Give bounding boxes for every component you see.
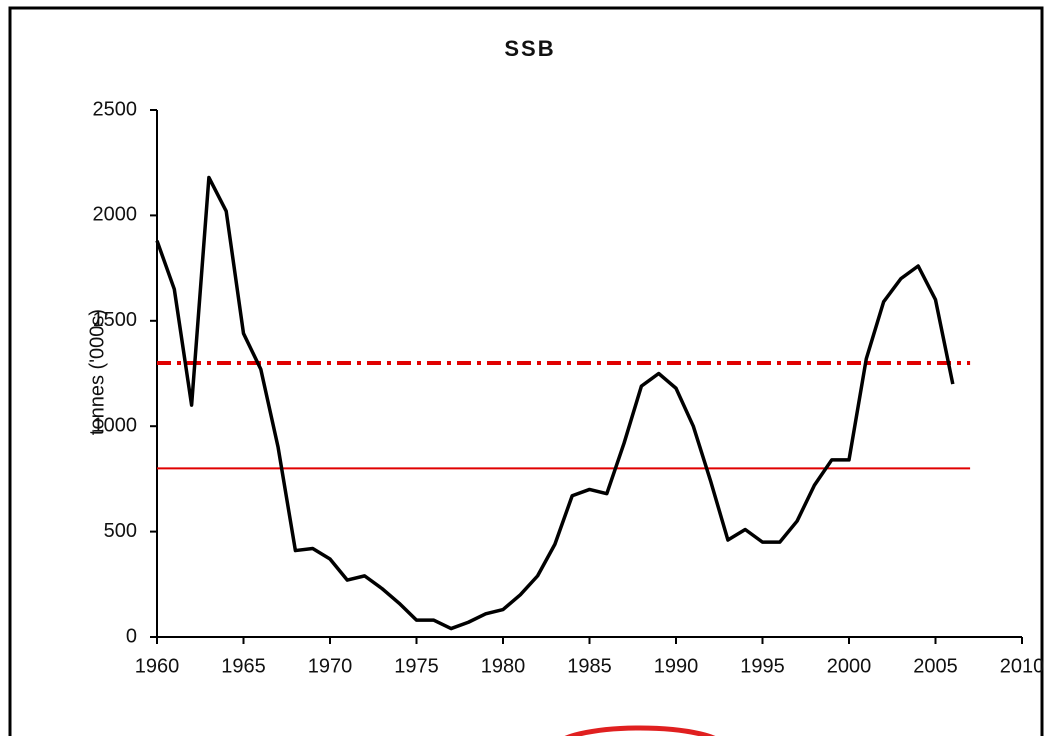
y-tick-label: 2000 xyxy=(93,204,138,226)
x-tick-label: 1980 xyxy=(481,655,526,677)
y-tick-label: 0 xyxy=(126,625,137,647)
x-tick-label: 2000 xyxy=(827,655,872,677)
highlight-ellipse xyxy=(564,725,716,736)
x-tick-label: 1970 xyxy=(308,655,353,677)
data-line xyxy=(155,175,955,631)
chart-title: SSB xyxy=(504,36,555,61)
x-tick-label: 1975 xyxy=(394,655,439,677)
y-tick-label: 1000 xyxy=(93,414,138,436)
x-tick-label: 1990 xyxy=(654,655,699,677)
x-tick-label: 1995 xyxy=(740,655,785,677)
y-axis-label: tonnes ('000s) xyxy=(86,309,108,435)
x-tick-label: 1960 xyxy=(135,655,180,677)
x-tick-label: 2005 xyxy=(913,655,958,677)
x-tick-label: 1965 xyxy=(221,655,266,677)
y-tick-label: 1500 xyxy=(93,309,138,331)
y-tick-label: 2500 xyxy=(93,98,138,120)
x-tick-label: 2010 xyxy=(1000,655,1045,677)
y-tick-label: 500 xyxy=(104,520,137,542)
frame xyxy=(8,6,1044,736)
x-tick-label: 1985 xyxy=(567,655,612,677)
